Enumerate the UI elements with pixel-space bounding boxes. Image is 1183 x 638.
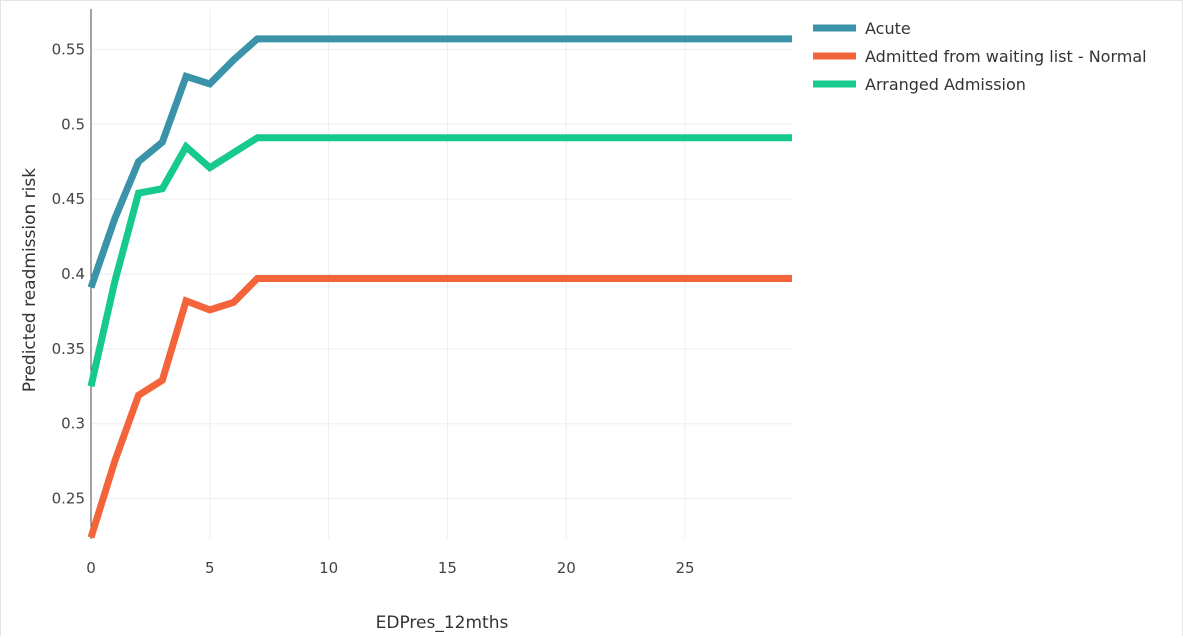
x-tick-label: 5 xyxy=(205,559,215,577)
x-tick-label: 0 xyxy=(86,559,96,577)
y-tick-label: 0.55 xyxy=(52,40,85,58)
series-line-3 xyxy=(87,134,792,388)
legend-label: Admitted from waiting list - Normal xyxy=(865,47,1147,66)
y-tick-label: 0.45 xyxy=(52,190,85,208)
series-line-1 xyxy=(87,35,792,289)
legend: Acute Admitted from waiting list - Normal… xyxy=(813,19,1147,94)
y-axis-ticks: 0.25 0.3 0.35 0.4 0.45 0.5 0.55 xyxy=(52,40,85,507)
y-tick-label: 0.35 xyxy=(52,340,85,358)
y-tick-label: 0.4 xyxy=(61,265,85,283)
x-tick-label: 25 xyxy=(676,559,695,577)
grid-lines xyxy=(91,9,792,539)
x-axis-ticks: 0 5 10 15 20 25 xyxy=(86,559,694,577)
y-tick-label: 0.25 xyxy=(52,490,85,508)
x-tick-label: 20 xyxy=(557,559,576,577)
y-tick-label: 0.5 xyxy=(61,115,85,133)
x-axis-title: EDPres_12mths xyxy=(376,613,509,633)
x-tick-label: 10 xyxy=(319,559,338,577)
y-tick-label: 0.3 xyxy=(61,415,85,433)
legend-label: Acute xyxy=(865,19,911,38)
series-lines xyxy=(87,35,792,539)
x-tick-label: 15 xyxy=(438,559,457,577)
legend-label: Arranged Admission xyxy=(865,75,1026,94)
series-line-2 xyxy=(87,275,792,539)
y-axis-title: Predicted readmission risk xyxy=(20,168,40,392)
